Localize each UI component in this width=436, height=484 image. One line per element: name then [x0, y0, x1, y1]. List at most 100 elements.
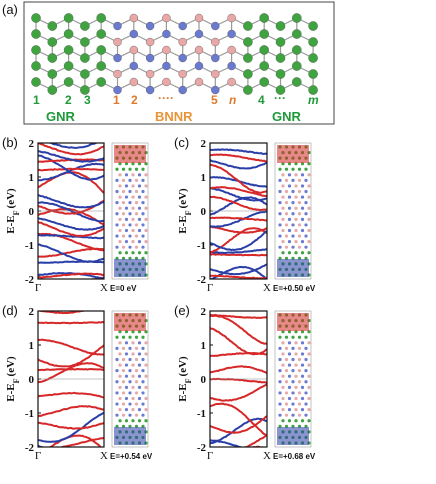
strip-atom: [141, 346, 145, 350]
strip-atom: [131, 173, 135, 177]
strip-atom: [118, 408, 122, 412]
index-gm: m: [308, 93, 319, 107]
strip-atom: [128, 178, 132, 182]
strip-atom: [304, 201, 308, 205]
strip-atom: [304, 391, 308, 395]
y-tick-label: -2: [25, 442, 35, 454]
strip-atom: [134, 413, 139, 417]
atom: [178, 85, 187, 95]
strip-atom: [300, 374, 305, 378]
strip-atom: [121, 380, 126, 384]
strip-atom: [304, 212, 308, 216]
strip-atom: [121, 201, 126, 205]
strip-atom: [121, 189, 126, 194]
strip-atom: [134, 369, 139, 373]
atom: [47, 21, 58, 31]
band-up: [38, 199, 104, 215]
x-tick-x: X: [263, 450, 271, 462]
atom: [227, 77, 236, 87]
strip-atom: [291, 201, 295, 205]
x-tick-gamma: Γ: [35, 282, 41, 294]
strip-atom: [294, 419, 298, 423]
strip-atom: [294, 374, 298, 378]
strip-atom: [128, 402, 132, 406]
y-tick-label: -2: [25, 274, 35, 286]
strip-atom: [297, 335, 302, 339]
band-up: [210, 365, 267, 375]
panel-label: (d): [2, 303, 18, 318]
strip-atom: [134, 402, 139, 406]
y-tick-label: -1: [197, 240, 206, 252]
strip-atom: [137, 206, 142, 210]
y-axis-label-unit: (eV): [177, 188, 189, 208]
strip-atom: [300, 184, 305, 188]
atom: [275, 69, 286, 79]
strip-atom: [124, 396, 129, 401]
strip-atom: [128, 380, 132, 384]
atom: [194, 61, 204, 71]
strip-atom: [134, 234, 139, 238]
strip-atom: [278, 245, 282, 249]
strip-atom: [297, 369, 302, 373]
strip-atom: [281, 240, 285, 244]
strip-atom: [124, 385, 129, 389]
strip-atom: [137, 195, 142, 199]
y-tick-label: 1: [201, 172, 207, 184]
strip-atom: [281, 341, 285, 345]
strip-atom: [287, 396, 292, 401]
strip-atom: [115, 234, 119, 238]
strip-atom: [284, 234, 289, 238]
atom: [227, 61, 236, 71]
strip-atom: [134, 346, 139, 350]
strip-atom: [304, 380, 308, 384]
band-up: [210, 377, 267, 384]
strip-atom: [304, 402, 308, 406]
strip-atom: [118, 173, 122, 177]
strip-atom: [291, 178, 295, 182]
strip-atom: [297, 234, 302, 238]
strip-atom: [281, 195, 285, 199]
strip-atom: [300, 195, 305, 199]
strip-atom: [144, 228, 148, 233]
strip-atom: [291, 223, 295, 227]
strip-atom: [141, 167, 145, 171]
strip-atom: [128, 357, 132, 362]
strip-atom: [134, 178, 139, 182]
atom: [291, 45, 302, 55]
y-axis-label: E-EF (eV): [5, 188, 21, 234]
strip-atom: [121, 346, 126, 350]
strip-atom: [134, 335, 139, 339]
strip-atom: [307, 419, 311, 423]
atom: [211, 53, 220, 63]
atom: [96, 45, 106, 55]
atom: [80, 85, 90, 95]
atom: [211, 37, 220, 47]
band-down: [210, 210, 267, 229]
strip-atom: [144, 217, 148, 221]
index-bdots: ····: [158, 91, 174, 105]
strip-atom: [134, 189, 139, 194]
strip-atom: [291, 234, 295, 238]
strip-atom: [137, 385, 142, 389]
strip-atom: [134, 201, 139, 205]
strip-atom: [278, 212, 282, 216]
density-top: [114, 313, 146, 331]
strip-atom: [137, 240, 142, 244]
band-down: [38, 194, 104, 209]
strip-atom: [307, 251, 311, 255]
strip-atom: [131, 251, 135, 255]
strip-atom: [297, 223, 302, 227]
strip-atom: [124, 240, 129, 244]
strip-atom: [134, 357, 139, 362]
strip-atom: [307, 184, 311, 188]
strip-atom: [144, 206, 148, 210]
strip-atom: [284, 402, 289, 406]
band-down: [210, 159, 267, 170]
bands: [38, 311, 104, 447]
band-down: [38, 217, 104, 231]
segment-gnr-left: GNR: [46, 109, 76, 124]
band-panels: (b)E-EF(eV)210-1-2Γ X E=0 eV(c)E-EF(eV)210…: [2, 135, 316, 462]
strip-atom: [297, 245, 302, 249]
atom: [80, 69, 90, 79]
atom: [47, 69, 58, 79]
